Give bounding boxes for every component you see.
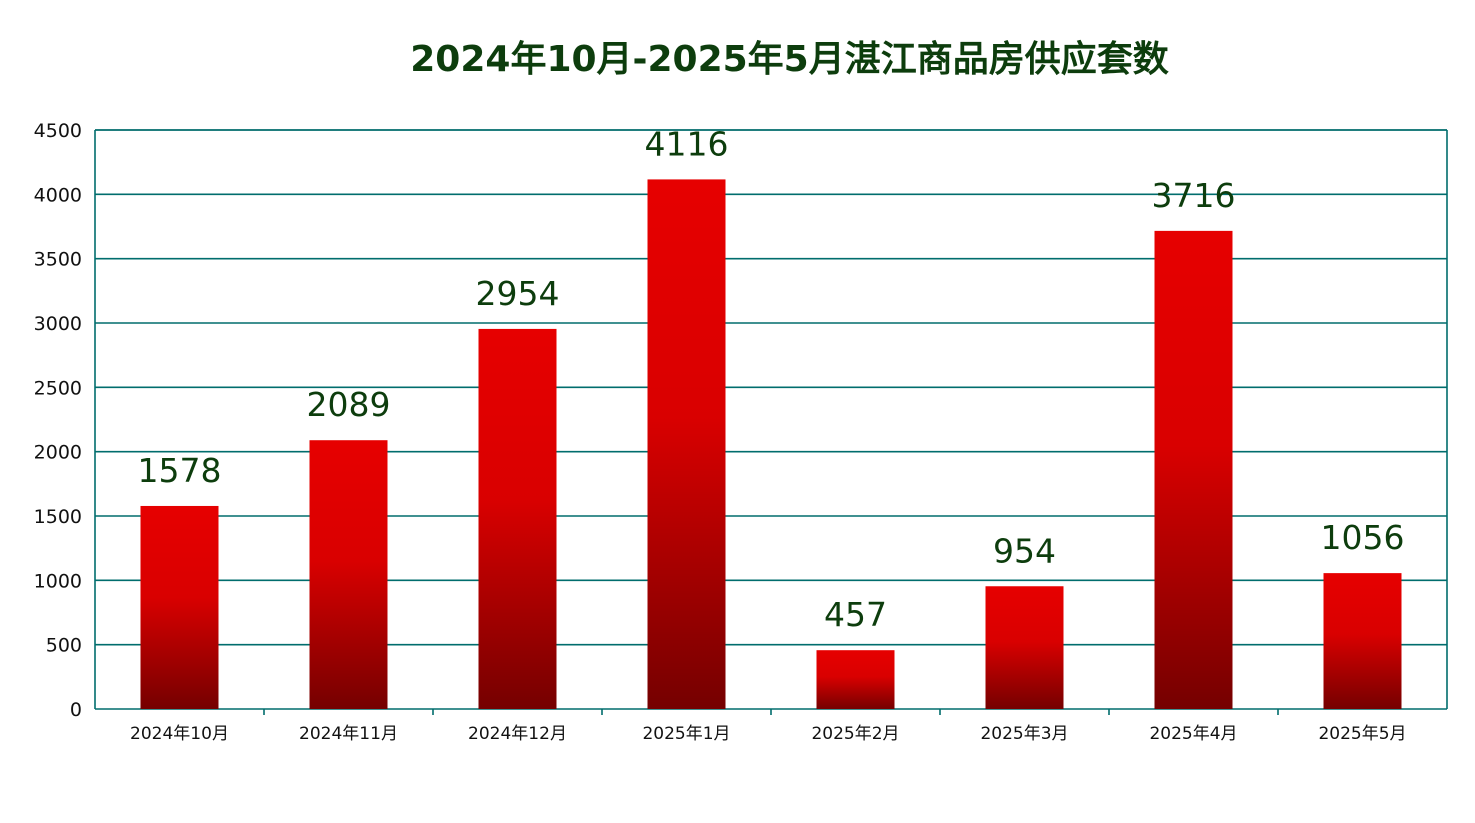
x-tick-label: 2025年4月 <box>1149 724 1237 744</box>
data-label: 954 <box>993 531 1056 570</box>
bar <box>140 505 219 709</box>
data-label: 3716 <box>1152 176 1236 215</box>
gridlines <box>95 129 1447 646</box>
labels: 0 500 1000 1500 2000 2500 3000 3500 4000 4500 1578… <box>34 120 1407 744</box>
bar <box>985 586 1064 709</box>
data-label: 1056 <box>1321 518 1405 557</box>
bar <box>1323 573 1402 709</box>
bar <box>478 328 557 709</box>
y-tick-label: 4000 <box>34 184 82 206</box>
bars <box>140 179 1402 709</box>
data-label: 457 <box>824 595 887 634</box>
y-tick-label: 0 <box>70 699 82 721</box>
y-tick-label: 500 <box>46 635 82 657</box>
chart-title: 2024年10月-2025年5月湛江商品房供应套数 <box>410 39 1169 80</box>
x-tick-label: 2025年3月 <box>980 724 1068 744</box>
data-label: 1578 <box>138 451 222 490</box>
y-tick-label: 2000 <box>34 442 82 464</box>
x-tick-label: 2024年12月 <box>468 724 567 744</box>
y-tick-label: 1500 <box>34 506 82 528</box>
y-tick-label: 3000 <box>34 313 82 335</box>
x-tick-label: 2025年5月 <box>1318 724 1406 744</box>
x-tick-label: 2025年1月 <box>642 724 730 744</box>
x-tick-label: 2025年2月 <box>811 724 899 744</box>
x-tick-label: 2024年11月 <box>299 724 398 744</box>
axes <box>94 129 1448 715</box>
bar <box>1154 230 1233 709</box>
y-tick-label: 1000 <box>34 570 82 592</box>
x-tick-label: 2024年10月 <box>130 724 229 744</box>
y-tick-label: 2500 <box>34 377 82 399</box>
bar <box>816 650 895 709</box>
bar <box>309 440 388 709</box>
y-tick-label: 3500 <box>34 249 82 271</box>
bar <box>647 179 726 709</box>
y-tick-label: 4500 <box>34 120 82 142</box>
data-label: 2089 <box>307 385 391 424</box>
data-label: 2954 <box>476 274 560 313</box>
data-label: 4116 <box>645 124 729 163</box>
